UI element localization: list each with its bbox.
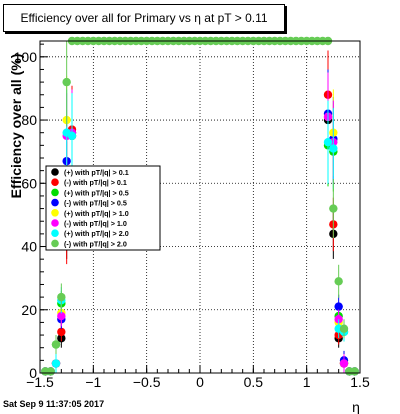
- legend-marker: [51, 188, 59, 197]
- data-point: [334, 277, 343, 286]
- timestamp-footer: Sat Sep 9 11:37:05 2017: [3, 399, 105, 409]
- data-point: [334, 302, 343, 311]
- legend-marker: [51, 209, 59, 217]
- x-tick-label: −0.5: [133, 374, 161, 390]
- data-point: [51, 340, 61, 349]
- data-point: [67, 131, 77, 141]
- y-axis-label: Efficiency over all (%): [8, 54, 24, 199]
- data-point: [350, 367, 359, 376]
- legend-marker: [51, 168, 59, 176]
- legend-marker: [51, 219, 59, 227]
- y-tick-label: 40: [21, 239, 37, 255]
- legend-marker: [51, 239, 59, 248]
- data-point: [57, 327, 66, 337]
- legend-entry-label: (+) with pT/|q| > 1.0: [64, 209, 129, 218]
- legend-entry-label: (-) with pT/|q| > 0.5: [64, 199, 127, 208]
- grid-lines: [40, 41, 360, 373]
- legend-entry-label: (+) with pT/|q| > 2.0: [64, 229, 129, 238]
- x-tick-label: 0: [196, 374, 204, 390]
- legend-marker: [51, 229, 59, 237]
- data-point: [323, 137, 333, 147]
- legend-entry-label: (+) with pT/|q| > 0.5: [64, 188, 129, 197]
- x-tick-label: −1: [85, 374, 101, 390]
- data-point: [51, 359, 61, 368]
- legend-marker: [51, 198, 59, 207]
- y-tick-label: 0: [29, 365, 37, 381]
- plot-frame: [39, 40, 361, 374]
- y-tick-label: 20: [21, 302, 37, 318]
- tick-labels: −1.5 −1 −0.5 0 0.5 1 1.5 0 20 40 60 80 100: [14, 49, 370, 390]
- y-tick-label: 60: [21, 175, 37, 191]
- data-point: [62, 77, 71, 87]
- data-point: [57, 311, 66, 321]
- legend-box: [45, 165, 161, 251]
- x-tick-label: −1.5: [26, 374, 54, 390]
- legend-entry-label: (+) with pT/|q| > 0.1: [64, 168, 129, 177]
- x-axis-label: η: [352, 399, 360, 414]
- y-tick-label: 100: [14, 49, 38, 65]
- legend-entry-label: (-) with pT/|q| > 2.0: [64, 239, 127, 248]
- x-tick-label: 1.5: [350, 374, 370, 390]
- data-point: [329, 144, 338, 153]
- data-point: [57, 292, 66, 302]
- data-point: [339, 324, 349, 333]
- legend: (+) with pT/|q| > 0.1(-) with pT/|q| > 0…: [45, 165, 161, 251]
- data-point: [339, 359, 349, 368]
- x-tick-label: 1: [303, 374, 311, 390]
- x-tick-label: 0.5: [244, 374, 264, 390]
- legend-entry-label: (-) with pT/|q| > 1.0: [64, 219, 127, 228]
- y-tick-label: 80: [21, 112, 37, 128]
- legend-marker: [51, 178, 59, 186]
- data-point: [46, 367, 55, 376]
- data-point: [329, 204, 338, 213]
- axis-ticks: [39, 43, 361, 374]
- legend-entry-label: (-) with pT/|q| > 0.1: [64, 178, 127, 187]
- chart-title: Efficiency over all for Primary vs η at …: [3, 4, 285, 32]
